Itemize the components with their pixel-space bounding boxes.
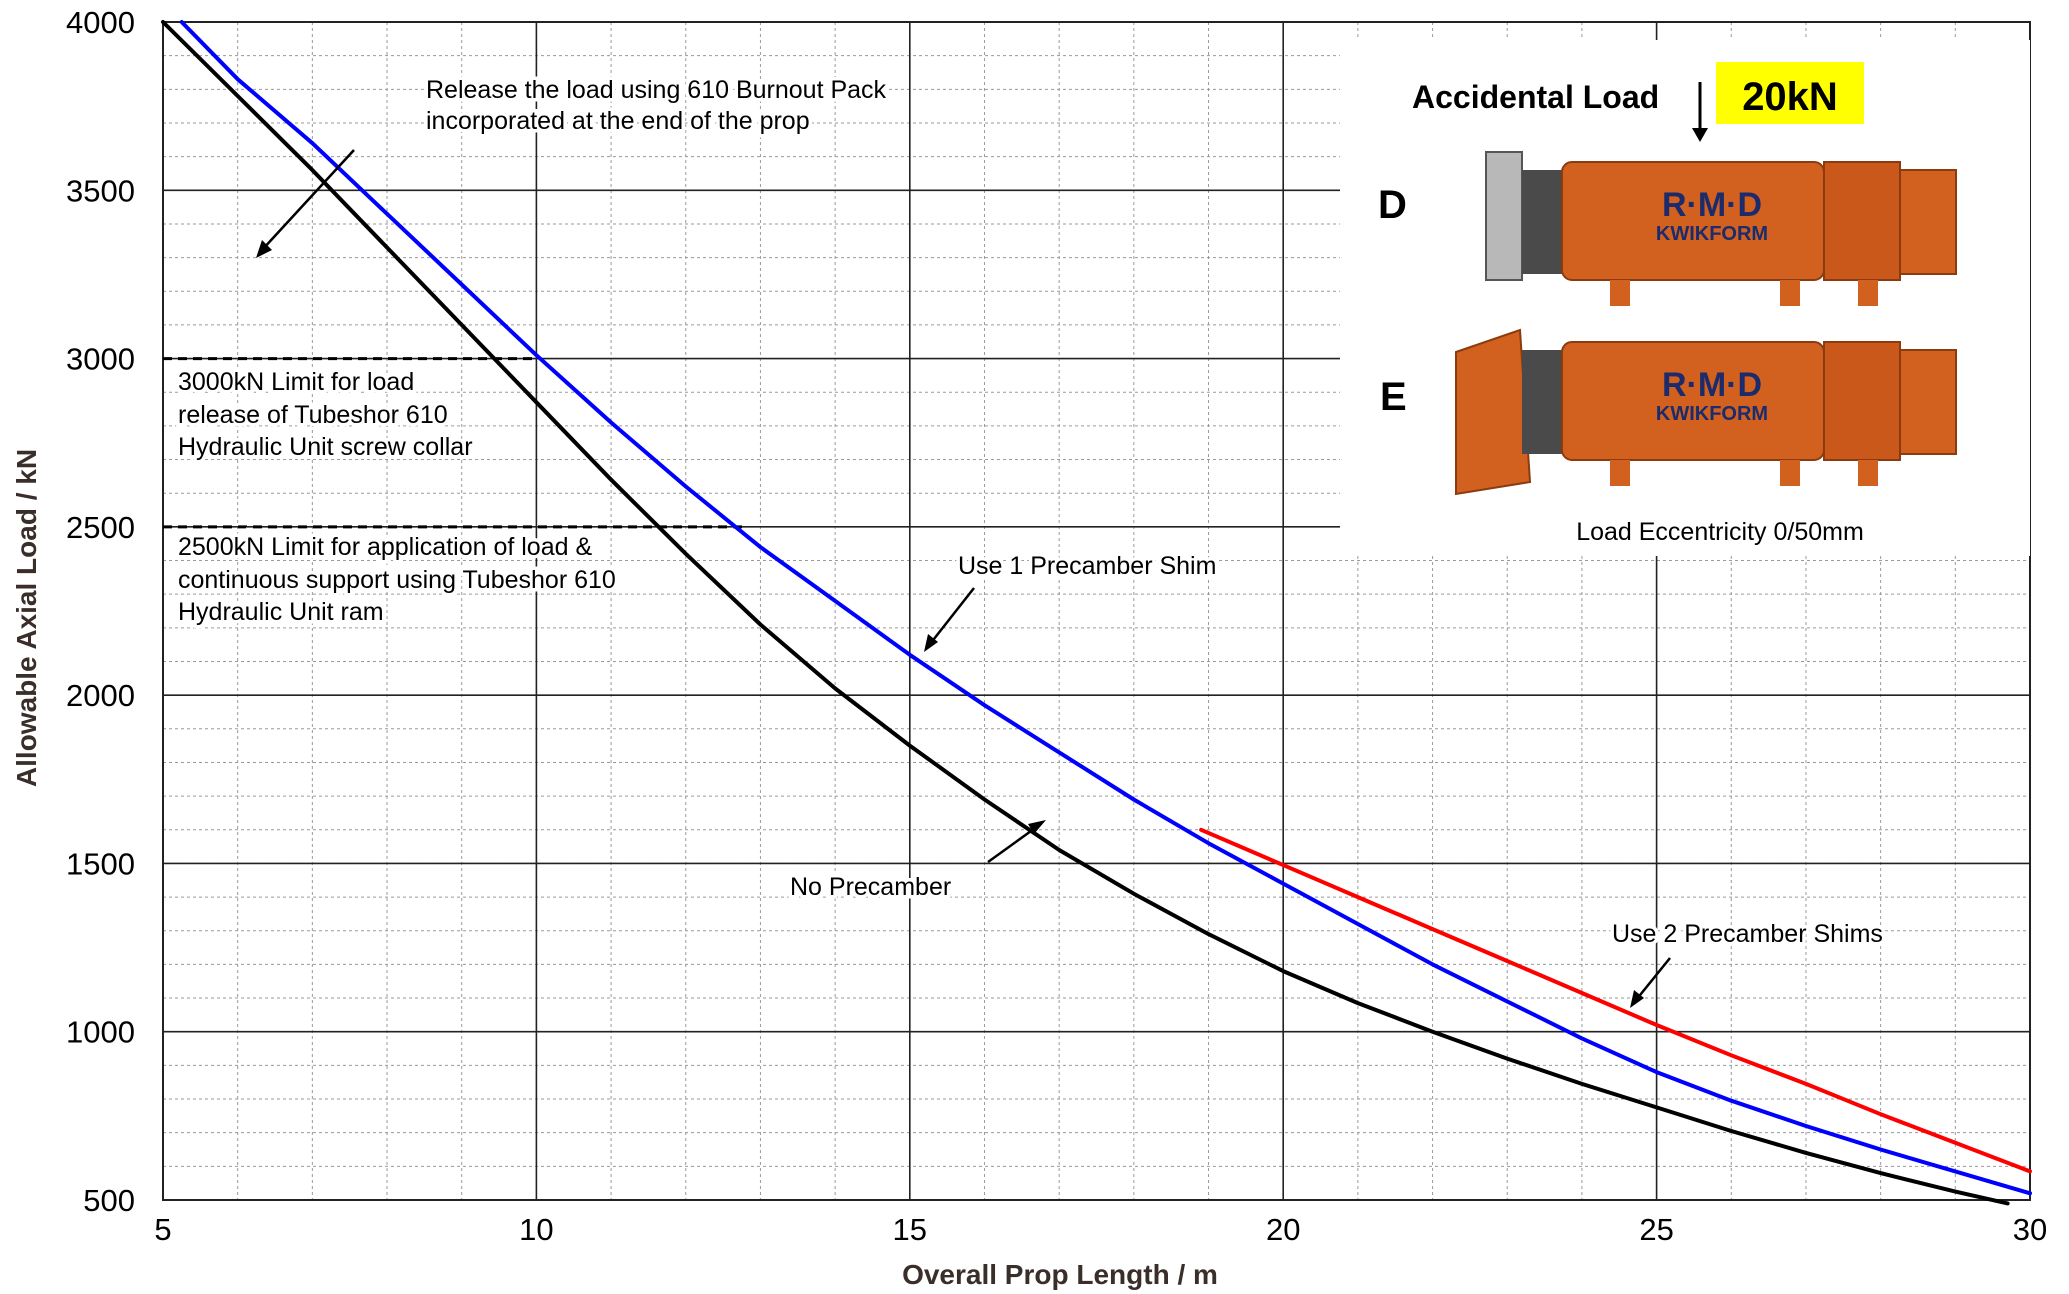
x-tick-label: 25 (1639, 1212, 1673, 1247)
variant-d-label: D (1378, 183, 1407, 227)
y-tick-label: 1500 (66, 846, 135, 881)
annotation-burnout-line2: incorporated at the end of the prop (426, 107, 810, 135)
annotation-one-shim: Use 1 Precamber Shim (924, 549, 1220, 652)
annotation-two-shims-arrow (1635, 957, 1671, 1001)
y-tick-label: 3000 (66, 342, 135, 377)
annotation-limit-2500-line1: 2500kN Limit for application of load & (178, 533, 592, 561)
x-tick-label: 5 (154, 1212, 171, 1247)
arrow-head-icon (1630, 990, 1644, 1008)
load-eccentricity-label: Load Eccentricity 0/50mm (1576, 518, 1864, 546)
variant-e-label: E (1380, 375, 1407, 419)
arrow-head-icon (256, 240, 272, 258)
prop-e-foot (1780, 460, 1800, 486)
x-tick-label: 30 (2013, 1212, 2047, 1247)
accidental-load-value: 20kN (1742, 75, 1838, 119)
series-lines (161, 20, 2032, 1206)
y-axis-title: Allowable Axial Load / kN (11, 449, 42, 787)
prop-e-head-plate (1455, 328, 1532, 496)
annotation-no-precamber-arrow (987, 824, 1039, 864)
annotation-one-shim-arrow (929, 587, 975, 645)
inset-background (1340, 40, 2030, 556)
series-line (1199, 827, 2032, 1174)
annotation-burnout: Release the load using 610 Burnout Pack … (256, 73, 890, 258)
reference-lines (163, 357, 746, 529)
prop-d-foot (1780, 280, 1800, 306)
annotation-no-precamber-label: No Precamber (790, 873, 951, 901)
annotation-no-precamber: No Precamber (787, 820, 1046, 905)
accidental-load-badge (1716, 62, 1864, 124)
y-tick-label: 3500 (66, 173, 135, 208)
prop-e-brand-sub: KWIKFORM (1656, 403, 1768, 425)
y-tick-label: 1000 (66, 1015, 135, 1050)
y-tick-label: 4000 (66, 5, 135, 40)
prop-d-brand-sub: KWIKFORM (1656, 223, 1768, 245)
prop-d-foot (1858, 280, 1878, 306)
prop-d-body-end (1823, 161, 1901, 281)
annotation-two-shims: Use 2 Precamber Shims (1609, 917, 1886, 1008)
prop-e-body-end (1823, 341, 1901, 461)
y-tick-label: 2500 (66, 510, 135, 545)
annotation-limit-2500: 2500kN Limit for application of load & c… (175, 530, 620, 630)
prop-e-illustration: R·M·D KWIKFORM (1455, 328, 1957, 496)
annotation-limit-2500-line3: Hydraulic Unit ram (178, 598, 384, 626)
inset-panel: Accidental Load 20kN D E R·M·D KWIKFORM (1340, 40, 2030, 556)
annotation-limit-2500-line2: continuous support using Tubeshor 610 (178, 566, 616, 594)
prop-e-end-plate (1899, 349, 1957, 455)
accidental-load-label: Accidental Load (1412, 79, 1659, 115)
series-line (179, 20, 2032, 1196)
prop-d-screw-collar (1522, 170, 1562, 274)
annotation-burnout-line1: Release the load using 610 Burnout Pack (426, 76, 887, 104)
x-axis-title: Overall Prop Length / m (902, 1259, 1218, 1290)
x-tick-label: 10 (519, 1212, 553, 1247)
series-line (161, 20, 2010, 1206)
load-arrow-icon (1692, 128, 1708, 142)
annotation-two-shims-label: Use 2 Precamber Shims (1612, 920, 1883, 948)
prop-d-illustration: R·M·D KWIKFORM (1485, 151, 1957, 306)
y-tick-label: 2000 (66, 678, 135, 713)
arrow-head-icon (924, 634, 938, 652)
prop-d-brand: R·M·D (1662, 186, 1762, 224)
prop-d-foot (1610, 280, 1630, 306)
prop-e-foot (1858, 460, 1878, 486)
plot-frame (162, 21, 2031, 1201)
prop-e-foot (1610, 460, 1630, 486)
prop-d-end-plate (1899, 169, 1957, 275)
prop-e-screw-collar (1522, 350, 1562, 454)
annotation-limit-3000-line1: 3000kN Limit for load (178, 368, 414, 396)
y-tick-label: 500 (83, 1183, 135, 1218)
arrow-head-icon (1028, 820, 1046, 834)
prop-e-brand: R·M·D (1662, 366, 1762, 404)
prop-d-burnout-pack (1485, 151, 1523, 281)
annotation-one-shim-label: Use 1 Precamber Shim (958, 552, 1216, 580)
tick-labels: 5 10 15 20 25 30 500 1000 1500 2000 2500 3000 3500 40… (66, 5, 2047, 1247)
annotation-burnout-arrow (261, 149, 355, 251)
annotation-limit-3000: 3000kN Limit for load release of Tubesho… (175, 365, 477, 465)
x-tick-label: 20 (1266, 1212, 1300, 1247)
annotation-limit-3000-line2: release of Tubeshor 610 (178, 401, 448, 429)
annotation-limit-3000-line3: Hydraulic Unit screw collar (178, 433, 473, 461)
x-tick-label: 15 (893, 1212, 927, 1247)
